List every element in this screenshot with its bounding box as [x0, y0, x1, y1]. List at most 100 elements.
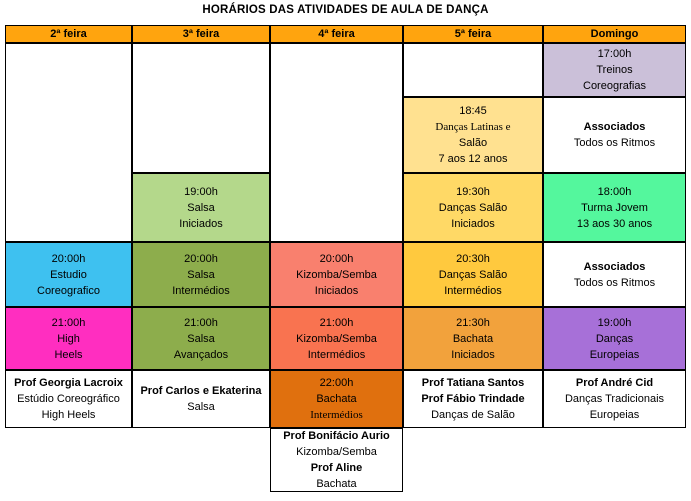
- cell-text: Avançados: [173, 348, 229, 361]
- cell-text: Prof Fábio Trindade: [421, 393, 525, 405]
- cell-text: Iniciados: [314, 284, 359, 297]
- qua-prof-cell: Prof Bonifácio Aurio Kizomba/Semba Prof Al…: [270, 428, 403, 492]
- cell-text: Salsa: [187, 268, 215, 281]
- cell-text: Bachata: [316, 478, 357, 490]
- header-4a-feira: 4ª feira: [270, 25, 403, 43]
- cell-text: Kizomba/Semba: [296, 446, 377, 458]
- cell-text: Intermédios: [172, 284, 230, 297]
- qui-empty-cell: [403, 43, 543, 97]
- cell-text: 20:00h: [184, 252, 218, 265]
- ter-1900-salsa-iniciados: 19:00h Salsa Iniciados: [132, 173, 270, 242]
- cell-text: 21:00h: [319, 316, 354, 329]
- cell-text: 20:00h: [319, 252, 354, 265]
- cell-text: 17:00h: [597, 48, 632, 60]
- seg-2000-estudio-coreografico: 20:00h Estudio Coreografico: [5, 242, 132, 307]
- qua-2100-kizomba-intermedios: 21:00h Kizomba/Semba Intermédios: [270, 307, 403, 370]
- schedule-table: 2ª feira 3ª feira 4ª feira 5ª feira Domingo 2…: [5, 25, 686, 492]
- cell-text: Salsa: [187, 401, 215, 413]
- cell-text: Estúdio Coreográfico: [17, 393, 120, 405]
- cell-text: 21:30h: [456, 316, 490, 329]
- cell-text: Prof Tatiana Santos: [421, 377, 525, 389]
- qui-1930-dancas-salao-iniciados: 19:30h Danças Salão Iniciados: [403, 173, 543, 242]
- dom-1800-turma-jovem: 18:00h Turma Jovem 13 aos 30 anos: [543, 173, 686, 242]
- cell-text: 3ª feira: [182, 27, 220, 40]
- cell-text: 19:30h: [456, 185, 490, 198]
- qua-empty-cell: [270, 43, 403, 242]
- cell-text: High: [57, 332, 80, 345]
- cell-text: Danças Salão: [438, 201, 508, 214]
- cell-text: Associados: [583, 121, 646, 133]
- cell-text: Prof Georgia Lacroix: [14, 377, 123, 389]
- qui-1845-dancas-latinas-salao: 18:45 Danças Latinas e Salão 7 aos 12 anos: [403, 97, 543, 173]
- cell-text: Coreografico: [37, 284, 100, 297]
- ter-prof-cell: Prof Carlos e Ekaterina Salsa: [132, 370, 270, 428]
- cell-text: 5ª feira: [454, 27, 492, 40]
- cell-text: 2ª feira: [50, 27, 87, 40]
- cell-text: Prof Bonifácio Aurio: [283, 430, 390, 442]
- cell-text: 7 aos 12 anos: [438, 153, 508, 165]
- dom-associados-2: Associados Todos os Ritmos: [543, 242, 686, 307]
- cell-text: Turma Jovem: [581, 201, 648, 214]
- cell-text: Europeias: [589, 409, 640, 421]
- dom-1700-treinos-coreografias: 17:00h Treinos Coreografias: [543, 43, 686, 97]
- cell-text: 4ª feira: [318, 27, 355, 40]
- ter-2100-salsa-avancados: 21:00h Salsa Avançados: [132, 307, 270, 370]
- cell-text: 18:00h: [597, 185, 632, 198]
- header-5a-feira: 5ª feira: [403, 25, 543, 43]
- header-3a-feira: 3ª feira: [132, 25, 270, 43]
- cell-text: Danças: [595, 332, 634, 345]
- ter-2000-salsa-intermedios: 20:00h Salsa Intermédios: [132, 242, 270, 307]
- cell-text: Europeias: [589, 348, 640, 361]
- cell-text: Iniciados: [451, 348, 495, 361]
- cell-text: 19:00h: [597, 316, 632, 329]
- cell-text: 21:00h: [51, 316, 86, 329]
- cell-text: Danças de Salão: [431, 409, 515, 421]
- cell-text: Heels: [54, 348, 83, 361]
- cell-text: Intermédios: [310, 409, 363, 421]
- cell-text: Danças Tradicionais: [564, 393, 665, 405]
- cell-text: Domingo: [590, 27, 639, 40]
- seg-empty-cell: [5, 43, 132, 242]
- cell-text: 13 aos 30 anos: [576, 217, 653, 230]
- header-domingo: Domingo: [543, 25, 686, 43]
- cell-text: Todos os Ritmos: [573, 276, 656, 289]
- cell-text: Danças Latinas e: [435, 121, 511, 133]
- cell-text: Salão: [458, 137, 488, 149]
- cell-text: Prof André Cid: [575, 377, 654, 389]
- cell-text: Prof Carlos e Ekaterina: [140, 385, 262, 397]
- cell-text: Kizomba/Semba: [296, 332, 377, 345]
- cell-text: Iniciados: [179, 217, 223, 230]
- cell-text: Iniciados: [451, 217, 495, 230]
- qua-2000-kizomba-iniciados: 20:00h Kizomba/Semba Iniciados: [270, 242, 403, 307]
- cell-text: Todos os Ritmos: [573, 137, 656, 149]
- cell-text: Associados: [583, 260, 646, 273]
- cell-text: Kizomba/Semba: [296, 268, 377, 281]
- cell-text: Salsa: [187, 332, 215, 345]
- cell-text: Salsa: [187, 201, 215, 214]
- qua-2200-bachata-intermedios: 22:00h Bachata Intermédios: [270, 370, 403, 428]
- page-title: HORÁRIOS DAS ATIVIDADES DE AULA DE DANÇA: [202, 4, 489, 16]
- cell-text: Intermédios: [444, 284, 502, 297]
- qui-2030-dancas-salao-intermedios: 20:30h Danças Salão Intermédios: [403, 242, 543, 307]
- cell-text: 21:00h: [184, 316, 218, 329]
- cell-text: Bachata: [316, 393, 357, 405]
- cell-text: Danças Salão: [438, 268, 508, 281]
- cell-text: Intermédios: [307, 348, 366, 361]
- seg-2100-high-heels: 21:00h High Heels: [5, 307, 132, 370]
- cell-text: Treinos: [596, 64, 633, 76]
- qui-prof-cell: Prof Tatiana Santos Prof Fábio Trindade Da…: [403, 370, 543, 428]
- cell-text: 20:00h: [51, 252, 86, 265]
- cell-text: Coreografias: [583, 80, 646, 92]
- cell-text: High Heels: [41, 409, 96, 421]
- cell-text: 20:30h: [456, 252, 490, 265]
- dom-associados-1: Associados Todos os Ritmos: [543, 97, 686, 173]
- dom-1900-dancas-europeias: 19:00h Danças Europeias: [543, 307, 686, 370]
- header-2a-feira: 2ª feira: [5, 25, 132, 43]
- qui-2130-bachata-iniciados: 21:30h Bachata Iniciados: [403, 307, 543, 370]
- cell-text: Prof Aline: [310, 462, 363, 474]
- seg-prof-cell: Prof Georgia Lacroix Estúdio Coreográfico…: [5, 370, 132, 428]
- cell-text: 22:00h: [319, 377, 354, 389]
- ter-empty-cell: [132, 43, 270, 173]
- cell-text: 19:00h: [184, 185, 218, 198]
